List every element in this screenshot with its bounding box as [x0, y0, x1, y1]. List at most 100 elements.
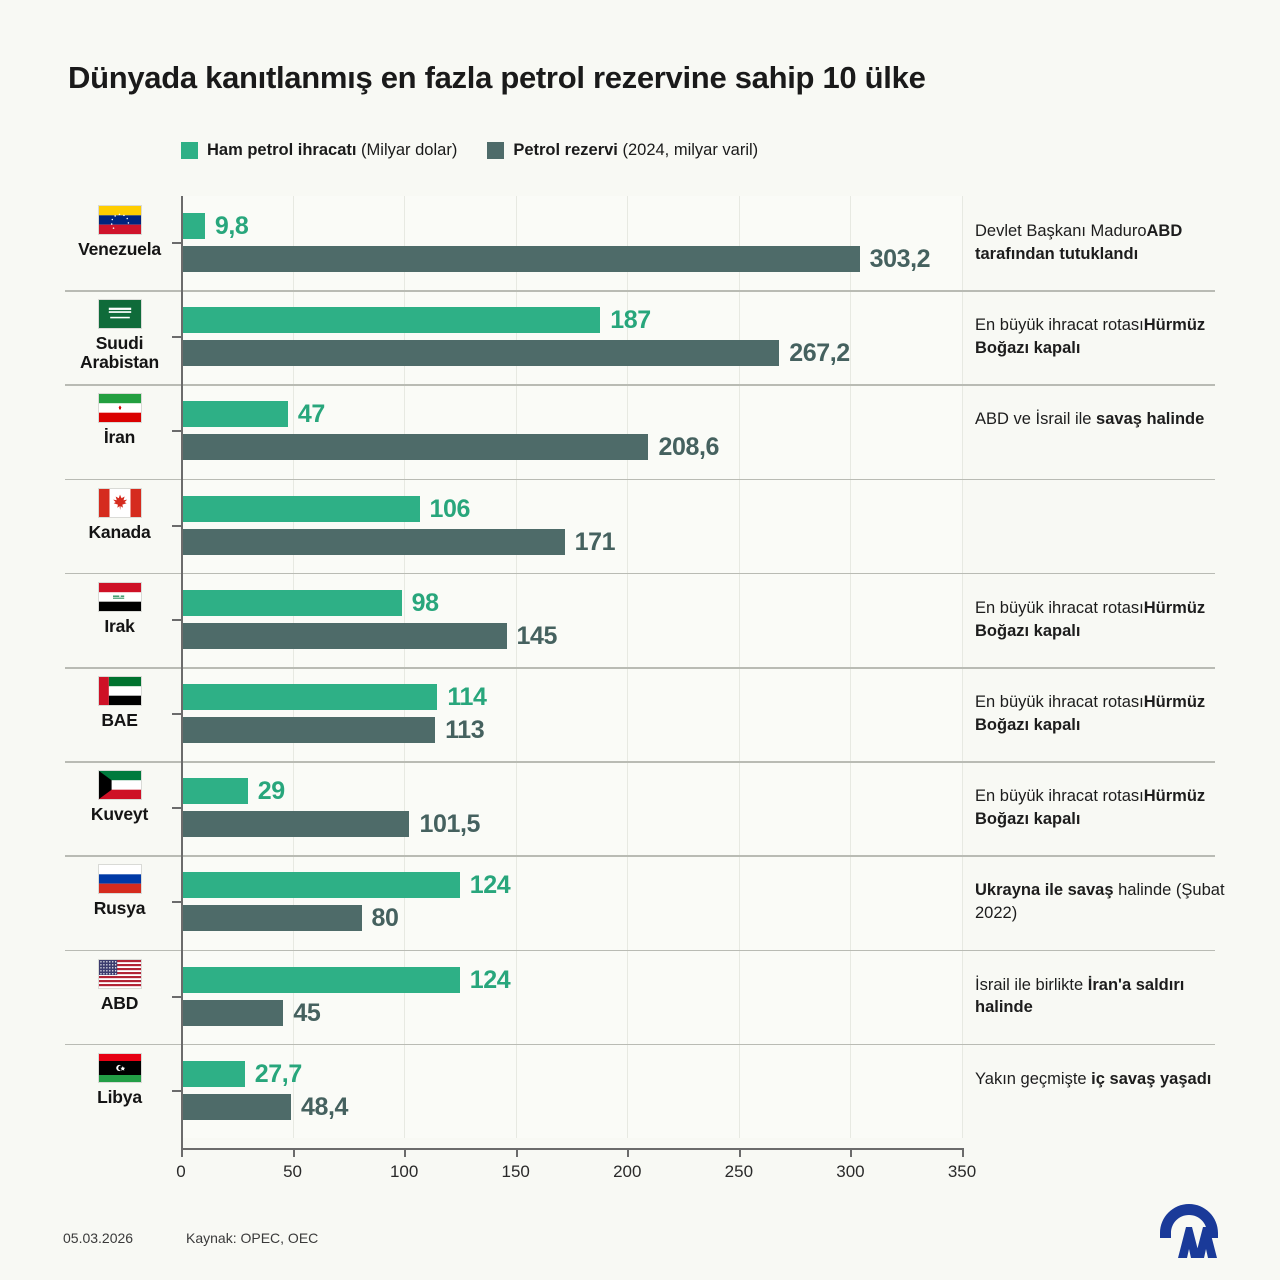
country-name: Venezuela [78, 239, 161, 260]
category-label-irak: Irak [62, 581, 177, 636]
row-separator [65, 855, 1215, 857]
x-tick-350 [962, 1148, 964, 1157]
bar-reserves[interactable] [183, 246, 860, 273]
country-name: Kanada [88, 521, 151, 542]
legend-swatch-reserves [487, 141, 505, 159]
country-name: Irak [104, 615, 135, 636]
bar-exports[interactable] [183, 589, 402, 616]
category-label-kuveyt: Kuveyt [62, 770, 177, 824]
x-axis-label-300: 300 [836, 1162, 865, 1181]
country-name: Suudi Arabistan [80, 333, 159, 373]
y-tick [172, 995, 182, 998]
bar-reserves[interactable] [183, 622, 507, 649]
value-label-reserves: 45 [293, 998, 321, 1027]
row-annotation: En büyük ihracat rotasıHürmüz Boğazı kap… [975, 316, 1206, 358]
row-separator [65, 949, 1215, 952]
bar-exports[interactable] [183, 307, 601, 334]
bar-reserves[interactable] [183, 340, 780, 367]
value-label-reserves: 113 [445, 716, 485, 745]
value-label-reserves: 80 [371, 904, 399, 933]
y-axis-line [181, 196, 183, 1149]
country-name: BAE [101, 710, 138, 731]
row-separator [65, 290, 1215, 292]
legend-item-exports[interactable]: Ham petrol ihracatı (Milyar dolar) [181, 141, 457, 160]
chart-row: ABD 124 45 İsrail ile birlikte İran'a saldı… [0, 949, 1280, 1044]
flag-icon-russia [97, 864, 142, 895]
value-label-reserves: 267,2 [789, 339, 850, 368]
flag-icon-libya [97, 1052, 142, 1083]
chart-row: Rusya 124 80 Ukrayna ile savaş halinde (Şub… [0, 855, 1280, 949]
row-separator [65, 572, 1215, 575]
bar-exports[interactable] [183, 778, 248, 805]
y-tick [172, 524, 182, 527]
chart-row: Kanada 106 171 [0, 478, 1280, 573]
row-separator [65, 384, 1215, 386]
flag-icon-canada [97, 487, 142, 518]
bar-exports[interactable] [183, 1060, 245, 1087]
chart-row: Kuveyt 29 101,5 En büyük ihracat rotasıHürm… [0, 761, 1280, 855]
y-tick [172, 430, 182, 433]
flag-icon-venezuela [97, 205, 142, 236]
bar-reserves[interactable] [183, 434, 649, 461]
bar-reserves[interactable] [183, 811, 410, 838]
category-label-abd: ABD [62, 958, 177, 1013]
legend-swatch-exports [181, 141, 198, 159]
country-name: Kuveyt [90, 804, 149, 825]
flag-icon-saudi [97, 299, 142, 330]
x-axis-label-100: 100 [389, 1162, 419, 1181]
country-name: ABD [100, 992, 139, 1013]
x-tick-0 [181, 1148, 183, 1157]
chart-row: İran 47 208,6 ABD ve İsrail ile savaş halin… [0, 384, 1280, 478]
x-tick-300 [850, 1148, 853, 1157]
bar-exports[interactable] [183, 684, 438, 711]
flag-icon-iraq [97, 581, 142, 612]
bar-reserves[interactable] [183, 999, 284, 1026]
chart-row: Suudi Arabistan 187 267,2 En büyük ihracat … [0, 290, 1280, 384]
value-label-reserves: 208,6 [658, 433, 720, 462]
y-tick [172, 242, 182, 245]
value-label-exports: 9,8 [214, 212, 249, 241]
bar-exports[interactable] [183, 966, 460, 993]
page-title: Dünyada kanıtlanmış en fazla petrol reze… [68, 60, 926, 95]
source-credit: Kaynak: OPEC, OEC [186, 1230, 319, 1246]
x-tick-150 [515, 1148, 518, 1157]
row-separator [65, 761, 1215, 763]
row-separator [65, 1043, 1215, 1046]
bar-reserves[interactable] [183, 717, 436, 744]
x-axis-line [181, 1148, 962, 1150]
x-tick-250 [738, 1148, 741, 1157]
country-name: İran [103, 427, 136, 448]
x-axis-label-350: 350 [947, 1162, 977, 1181]
flag-icon-iran [97, 393, 142, 424]
bar-exports[interactable] [183, 872, 460, 899]
y-tick [172, 336, 182, 339]
value-label-exports: 98 [411, 588, 439, 617]
category-label-venezuela: Venezuela [62, 205, 177, 259]
row-annotation: İsrail ile birlikte İran'a saldırı halin… [975, 975, 1185, 1017]
y-tick [172, 901, 182, 904]
bar-reserves[interactable] [183, 528, 565, 555]
value-label-reserves: 171 [574, 527, 616, 556]
value-label-reserves: 101,5 [419, 810, 481, 839]
legend-item-reserves[interactable]: Petrol rezervi (2024, milyar varil) [487, 141, 758, 160]
x-axis-label-50: 50 [283, 1162, 303, 1181]
bar-exports[interactable] [183, 213, 205, 240]
row-annotation: Ukrayna ile savaş halinde (Şubat 2022) [975, 881, 1225, 923]
x-axis-label-250: 250 [724, 1162, 754, 1181]
flag-icon-uae [97, 676, 142, 707]
row-annotation: Yakın geçmişte iç savaş yaşadı [975, 1069, 1212, 1088]
bar-reserves[interactable] [183, 905, 362, 932]
bar-exports[interactable] [183, 401, 288, 428]
category-label-kanada: Kanada [62, 487, 177, 542]
bar-chart: Venezuela 9,8 303,2 Devlet Başkanı MaduroAB… [0, 196, 1280, 1181]
legend-label: Petrol rezervi (2024, milyar varil) [513, 140, 759, 159]
legend-label: Ham petrol ihracatı (Milyar dolar) [207, 140, 458, 159]
bar-exports[interactable] [183, 495, 420, 522]
row-annotation: En büyük ihracat rotasıHürmüz Boğazı kap… [975, 693, 1206, 734]
x-axis-label-0: 0 [176, 1162, 186, 1181]
y-tick [172, 618, 182, 621]
x-axis-label-200: 200 [613, 1162, 642, 1181]
bar-reserves[interactable] [183, 1093, 291, 1120]
chart-row: Venezuela 9,8 303,2 Devlet Başkanı MaduroAB… [0, 196, 1280, 290]
chart-row: Libya 27,7 48,4 Yakın geçmişte iç savaş yaş… [0, 1043, 1280, 1138]
